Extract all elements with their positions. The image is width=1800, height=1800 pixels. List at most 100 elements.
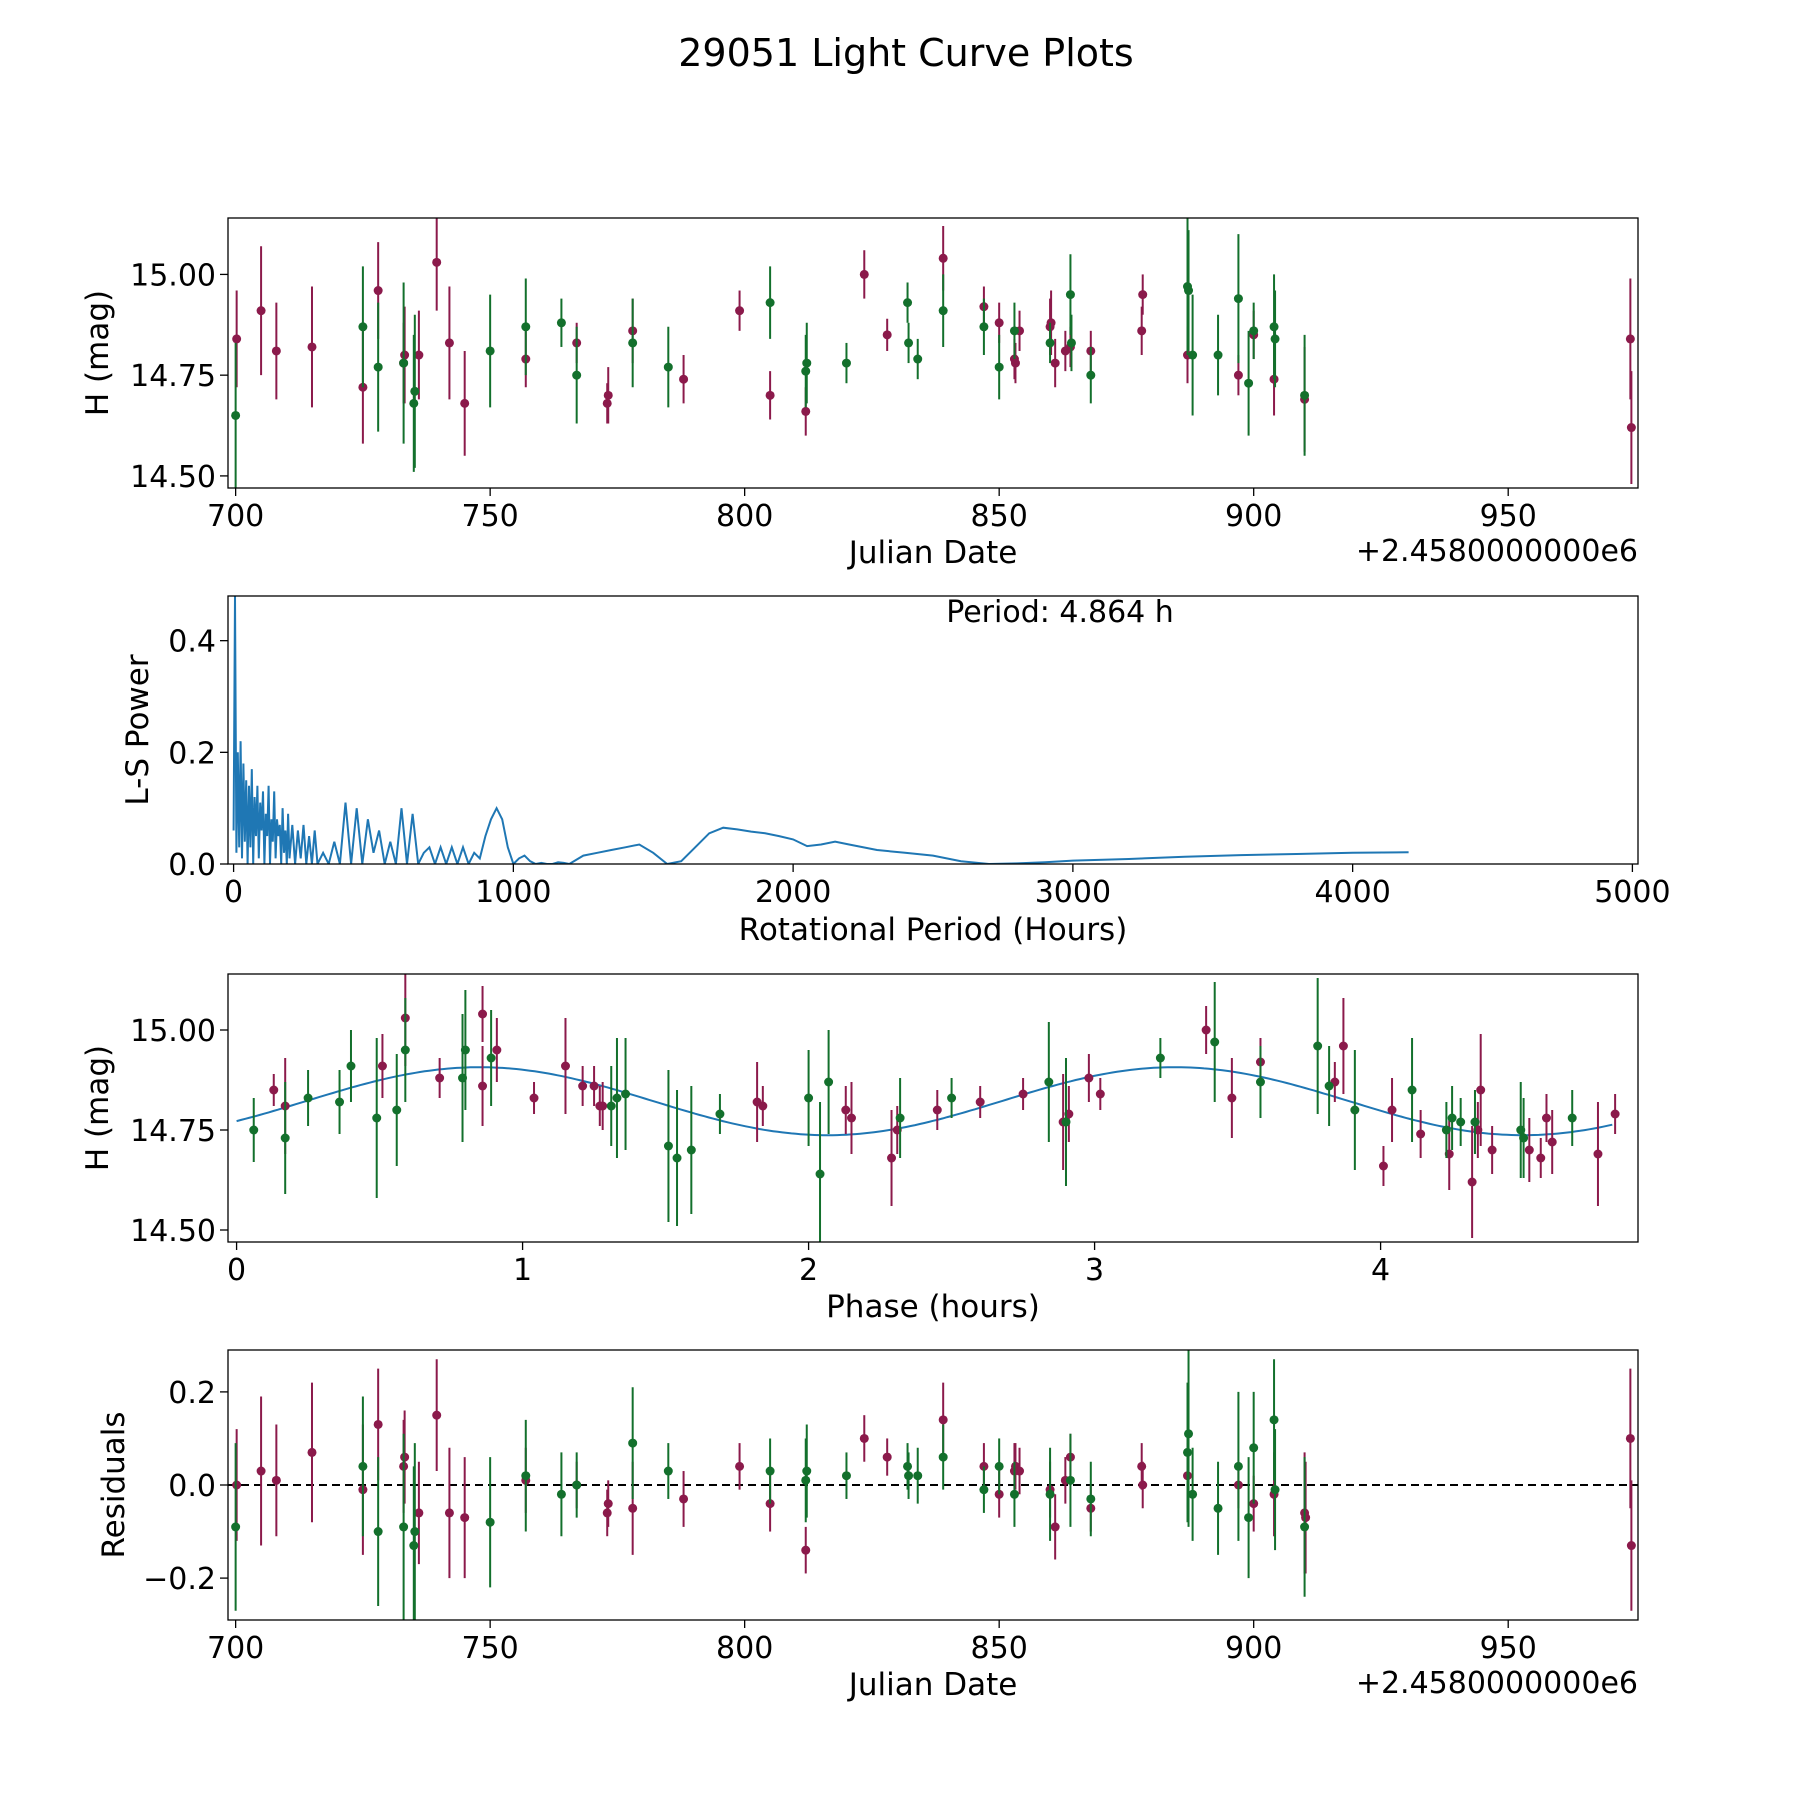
- periodogram-xtick-label: 2000: [755, 875, 831, 910]
- data-point: [765, 390, 775, 400]
- data-point: [824, 1077, 834, 1087]
- data-point: [373, 362, 383, 372]
- data-point: [758, 1101, 768, 1111]
- data-point: [994, 1461, 1004, 1471]
- data-point: [269, 1085, 279, 1095]
- data-point: [628, 1503, 638, 1513]
- data-point: [663, 362, 673, 372]
- data-point: [802, 1466, 812, 1476]
- data-point: [492, 1045, 502, 1055]
- data-point: [1188, 350, 1198, 360]
- residuals-marks: [228, 1350, 1638, 1620]
- data-point: [1407, 1085, 1417, 1095]
- periodogram-xlabel: Rotational Period (Hours): [739, 912, 1128, 948]
- data-point: [1441, 1125, 1451, 1135]
- phased-ytick-label: 14.75: [130, 1114, 216, 1149]
- lightcurve-ylabel: H (mag): [80, 290, 116, 416]
- phased-filter-green-series: [249, 978, 1577, 1242]
- data-point: [572, 370, 582, 380]
- phased-marks: [236, 974, 1620, 1242]
- phased-filter-red-series: [269, 974, 1620, 1238]
- data-point: [256, 306, 266, 316]
- data-point: [556, 1489, 566, 1499]
- data-point: [358, 322, 368, 332]
- periodogram-xtick-label: 4000: [1314, 875, 1390, 910]
- residuals-filter-green-series: [231, 1350, 1310, 1620]
- data-point: [801, 406, 811, 416]
- phased-ticks: 0 1 2 3 4 14.50 14.75 15.00: [130, 1014, 1390, 1288]
- data-point: [904, 338, 914, 348]
- data-point: [1009, 326, 1019, 336]
- data-point: [859, 269, 869, 279]
- data-point: [802, 358, 812, 368]
- residuals-ytick-label: 0.2: [168, 1376, 216, 1411]
- data-point: [735, 1461, 745, 1471]
- data-point: [1050, 1522, 1060, 1532]
- periodogram-panel: 0 1000 2000 3000 4000 5000 0.0 0.2 0.4 Period: 4…: [120, 595, 1671, 948]
- lightcurve-xlabel: Julian Date: [847, 535, 1018, 571]
- data-point: [1233, 294, 1243, 304]
- data-point: [377, 1061, 387, 1071]
- periodogram-power-line: [232, 596, 1409, 864]
- periodogram-xtick-label: 5000: [1594, 875, 1670, 910]
- data-point: [1300, 1522, 1310, 1532]
- lightcurve-filter-red-series: [232, 218, 1636, 484]
- data-point: [715, 1109, 725, 1119]
- data-point: [231, 410, 241, 420]
- data-point: [1084, 1073, 1094, 1083]
- periodogram-xtick-label: 0: [224, 875, 243, 910]
- data-point: [432, 257, 442, 267]
- data-point: [1213, 350, 1223, 360]
- data-point: [373, 1527, 383, 1537]
- data-point: [1050, 358, 1060, 368]
- data-point: [1338, 1041, 1348, 1051]
- data-point: [1227, 1093, 1237, 1103]
- data-point: [979, 1485, 989, 1495]
- lightcurve-ytick-label: 14.75: [130, 359, 216, 394]
- data-point: [358, 1461, 368, 1471]
- data-point: [399, 1522, 409, 1532]
- residuals-xtick-label: 800: [716, 1631, 773, 1666]
- data-point: [903, 1461, 913, 1471]
- data-point: [1269, 322, 1279, 332]
- data-point: [444, 338, 454, 348]
- data-point: [578, 1081, 588, 1091]
- data-point: [392, 1105, 402, 1115]
- data-point: [1547, 1137, 1557, 1147]
- data-point: [1626, 1541, 1636, 1551]
- periodogram-xtick-label: 1000: [475, 875, 551, 910]
- data-point: [485, 346, 495, 356]
- phased-xtick-label: 3: [1085, 1253, 1104, 1288]
- data-point: [603, 1499, 613, 1509]
- phased-ytick-label: 15.00: [130, 1014, 216, 1049]
- data-point: [410, 386, 420, 396]
- data-point: [804, 1093, 814, 1103]
- data-point: [603, 390, 613, 400]
- residuals-ytick-label: 0.0: [168, 1469, 216, 1504]
- data-point: [307, 1447, 317, 1457]
- residuals-offset-label: +2.4580000000e6: [1356, 1666, 1638, 1701]
- periodogram-ytick-label: 0.0: [168, 848, 216, 883]
- data-point: [1270, 334, 1280, 344]
- data-point: [303, 1093, 313, 1103]
- data-point: [1233, 370, 1243, 380]
- data-point: [887, 1153, 897, 1163]
- data-point: [1625, 334, 1635, 344]
- data-point: [1244, 378, 1254, 388]
- data-point: [478, 1081, 488, 1091]
- data-point: [1324, 1081, 1334, 1091]
- data-point: [841, 1471, 851, 1481]
- data-point: [409, 398, 419, 408]
- residuals-xtick-label: 750: [462, 1631, 519, 1666]
- data-point: [460, 1045, 470, 1055]
- phased-xtick-label: 2: [799, 1253, 818, 1288]
- data-point: [1066, 338, 1076, 348]
- data-point: [1378, 1161, 1388, 1171]
- data-point: [271, 346, 281, 356]
- data-point: [1138, 1480, 1148, 1490]
- data-point: [256, 1466, 266, 1476]
- data-point: [895, 1113, 905, 1123]
- data-point: [904, 1471, 914, 1481]
- data-point: [938, 253, 948, 263]
- data-point: [663, 1466, 673, 1476]
